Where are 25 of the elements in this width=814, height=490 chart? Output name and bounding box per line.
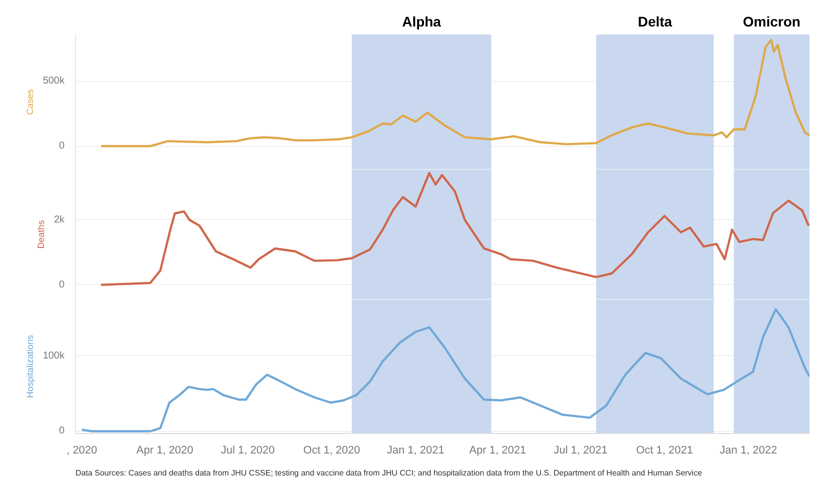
x-tick-label: , 2020 [66, 444, 98, 456]
x-tick-label: Oct 1, 2020 [303, 444, 360, 456]
band-label: Omicron [742, 13, 800, 30]
x-tick-label: Jul 1, 2020 [220, 444, 275, 456]
line-series [100, 38, 810, 148]
y-tick-label: 2k [54, 214, 66, 226]
band-label: Delta [638, 13, 672, 30]
y-tick-label: 500k [42, 76, 66, 87]
x-tick-label: Apr 1, 2020 [136, 444, 194, 456]
y-tick-label: 100k [42, 350, 66, 362]
line-series [80, 308, 810, 432]
x-tick-label: Oct 1, 2021 [636, 444, 693, 456]
x-tick-label: Jan 1, 2022 [720, 444, 778, 456]
y-tick-label: 0 [58, 279, 65, 290]
y-tick-label: 0 [58, 426, 65, 437]
y-axis-title: Cases [24, 88, 35, 115]
x-tick-label: Jul 1, 2021 [554, 444, 608, 456]
y-tick-label: 0 [58, 140, 65, 152]
x-tick-label: Jan 1, 2021 [386, 444, 444, 456]
y-axis-title: Hospitalizations [24, 334, 35, 398]
text: Data Sources: Cases and deaths data from JHU CSSE; testing and vaccine data from JHU CCI; and hospitalization data from the U.S. Department of Health and Human Service [76, 468, 703, 478]
x-tick-label: Apr 1, 2021 [469, 444, 526, 456]
line-series [100, 172, 810, 286]
band-label: Alpha [402, 13, 442, 30]
y-axis-title: Deaths [36, 220, 46, 249]
